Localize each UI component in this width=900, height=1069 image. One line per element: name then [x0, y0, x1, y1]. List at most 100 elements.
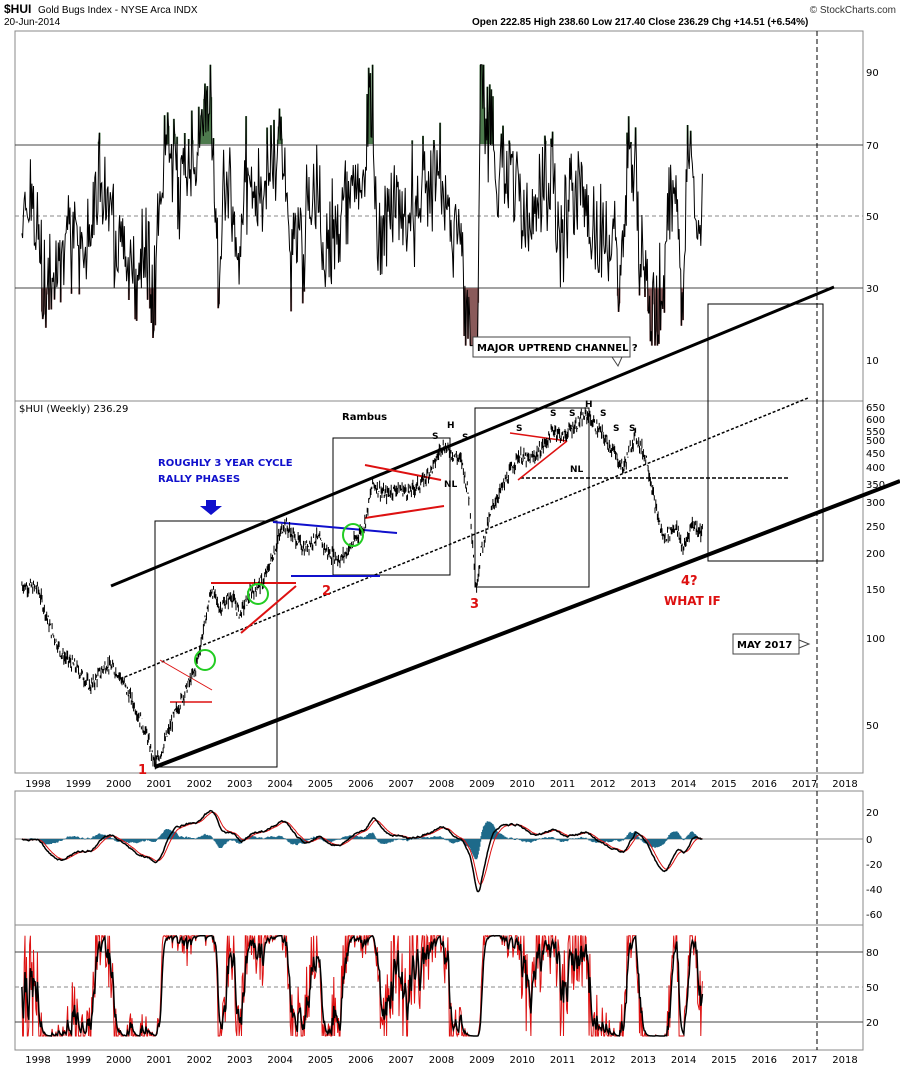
shoulder-label: S: [462, 433, 468, 443]
macd-signal-line: [21, 811, 703, 886]
x-tick-label: 2010: [509, 1055, 534, 1066]
red-line-a: [159, 659, 213, 691]
macd-series: [21, 809, 704, 893]
x-tick-label: 2000: [106, 1055, 131, 1066]
x-tick-label: 2006: [348, 779, 373, 790]
x-tick-label: 2009: [469, 1055, 494, 1066]
red-triangle-base: [240, 585, 297, 634]
x-tick-label: 2004: [267, 779, 292, 790]
price-label-100: 100: [866, 634, 885, 645]
x-tick-label: 2008: [429, 1055, 454, 1066]
rsi-label-10: 10: [866, 356, 879, 367]
cycle-number-2: 2: [322, 584, 331, 599]
rsi-label-30: 30: [866, 284, 879, 295]
price-label-500: 500: [866, 436, 885, 447]
blue-line-top: [272, 521, 398, 534]
channel-callout-text: MAJOR UPTREND CHANNEL ?: [477, 343, 638, 354]
blue-down-arrow-icon: [200, 500, 222, 515]
macd-line: [21, 809, 703, 893]
x-tick-label: 2000: [106, 779, 131, 790]
red-pennant-top: [509, 432, 568, 442]
rsi-label-50: 50: [866, 212, 879, 223]
x-axis-years-bottom: 1998 1999 2000 2001 2002 2003 2004 2005 2006 2007…: [25, 1055, 857, 1066]
green-circle-2: [247, 583, 269, 605]
x-tick-label: 2018: [832, 1055, 857, 1066]
cycle-box-4: [707, 303, 824, 562]
price-label-150: 150: [866, 585, 885, 596]
price-label-450: 450: [866, 449, 885, 460]
nl-label-2: NL: [570, 465, 584, 475]
rsi-label-70: 70: [866, 141, 879, 152]
macd-panel-frame: [14, 790, 864, 926]
x-tick-label: 2007: [388, 1055, 413, 1066]
x-tick-label: 2005: [308, 1055, 333, 1066]
cycle-box-3: [474, 407, 590, 588]
cycle-number-4: 4?: [681, 574, 698, 589]
x-tick-label: 2008: [429, 779, 454, 790]
shoulder-label: S: [516, 424, 522, 434]
price-label-400: 400: [866, 463, 885, 474]
shoulder-label: S: [432, 432, 438, 442]
price-label-250: 250: [866, 522, 885, 533]
x-tick-label: 2001: [146, 1055, 171, 1066]
price-label-550: 550: [866, 427, 885, 438]
price-label-200: 200: [866, 549, 885, 560]
price-label-600: 600: [866, 415, 885, 426]
x-tick-label: 1998: [25, 779, 50, 790]
what-if-label: WHAT IF: [664, 594, 721, 608]
rsi-label-90: 90: [866, 68, 879, 79]
x-tick-label: 2012: [590, 1055, 615, 1066]
head-label: H: [447, 421, 455, 431]
x-tick-label: 2017: [792, 779, 817, 790]
cycle-number-3: 3: [470, 597, 479, 612]
rsi-series: [21, 64, 703, 347]
rsi-line: [21, 64, 703, 347]
x-tick-label: 2005: [308, 779, 333, 790]
cycle-box-1: [154, 520, 278, 768]
macd-label-m60: -60: [866, 910, 882, 921]
x-tick-label: 2014: [671, 779, 696, 790]
x-tick-label: 2011: [550, 1055, 575, 1066]
price-label-350: 350: [866, 480, 885, 491]
x-tick-label: 2006: [348, 1055, 373, 1066]
x-tick-label: 2015: [711, 779, 736, 790]
stoch-label-50: 50: [866, 983, 879, 994]
header-date: 20-Jun-2014: [4, 17, 61, 28]
red-pennant-bottom: [517, 440, 568, 481]
price-legend: $HUI (Weekly) 236.29: [19, 404, 128, 415]
green-circle-1: [194, 649, 216, 671]
x-tick-label: 2012: [590, 779, 615, 790]
cycle-number-1: 1: [138, 763, 147, 778]
x-tick-label: 2009: [469, 779, 494, 790]
header-symbol: $HUI: [4, 2, 31, 16]
shoulder-label: S: [600, 409, 606, 419]
shoulder-label: S: [550, 409, 556, 419]
macd-label-m40: -40: [866, 885, 882, 896]
stoch-label-20: 20: [866, 1018, 879, 1029]
channel-mid-line: [119, 397, 809, 680]
rsi-overbought-fill: [97, 64, 692, 144]
may-callout: MAY 2017: [732, 633, 811, 655]
price-label-50: 50: [866, 721, 879, 732]
x-tick-label: 2003: [227, 1055, 252, 1066]
head-label: H: [585, 400, 593, 410]
stoch-series: [21, 933, 704, 1038]
price-series: [21, 407, 703, 770]
shoulder-label: S: [569, 409, 575, 419]
shoulder-label: S: [613, 424, 619, 434]
macd-label-20: 20: [866, 808, 879, 819]
channel-upper-line: [110, 285, 835, 588]
x-tick-label: 2013: [631, 779, 656, 790]
price-y-axis-labels: 650 600 550 500 450 400 350 300 250 200 …: [866, 403, 885, 732]
x-tick-label: 2002: [187, 779, 212, 790]
macd-label-0: 0: [866, 835, 872, 846]
x-tick-label: 1999: [66, 779, 91, 790]
cycle-label-line1: ROUGHLY 3 YEAR CYCLE: [158, 458, 293, 469]
may-callout-text: MAY 2017: [737, 640, 792, 651]
price-panel-frame: [14, 400, 864, 774]
x-tick-label: 2003: [227, 779, 252, 790]
x-tick-label: 2016: [752, 1055, 777, 1066]
x-tick-label: 1998: [25, 1055, 50, 1066]
